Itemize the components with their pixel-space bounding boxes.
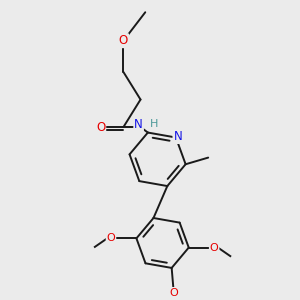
Text: O: O xyxy=(106,233,116,243)
Text: O: O xyxy=(119,34,128,47)
Text: N: N xyxy=(134,118,143,131)
Text: N: N xyxy=(173,130,182,143)
Text: O: O xyxy=(169,288,178,298)
Text: O: O xyxy=(96,121,105,134)
Text: H: H xyxy=(150,119,158,129)
Text: O: O xyxy=(210,243,218,253)
